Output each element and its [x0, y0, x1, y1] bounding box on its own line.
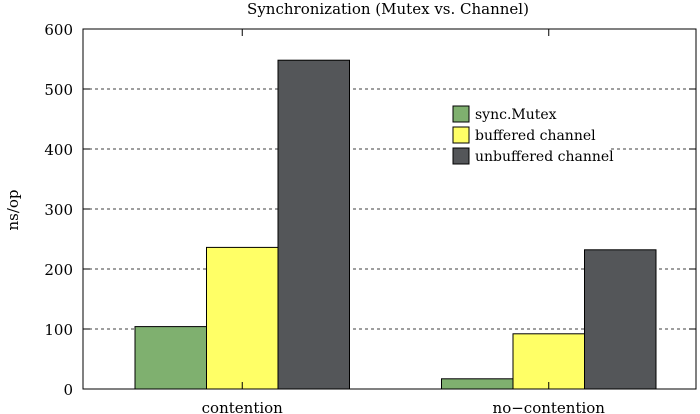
y-tick-label: 600 — [44, 21, 73, 39]
legend-background — [446, 103, 611, 169]
x-tick-label: no−contention — [493, 399, 606, 414]
bar — [584, 249, 657, 390]
legend-swatch — [452, 105, 470, 123]
bar — [206, 246, 279, 390]
legend: sync.Mutex buffered channel unbuffered cha… — [446, 103, 614, 169]
y-tick-label: 400 — [44, 141, 73, 159]
y-axis-label: ns/op — [4, 189, 22, 230]
bar — [512, 333, 585, 390]
bar — [277, 59, 350, 390]
bar — [441, 378, 514, 390]
y-tick-label: 0 — [63, 381, 73, 399]
y-tick-label: 300 — [44, 201, 73, 219]
y-tick-label: 500 — [44, 81, 73, 99]
legend-label: buffered channel — [475, 128, 596, 144]
x-axis-ticks: contention no−contention — [202, 29, 606, 414]
y-tick-label: 100 — [44, 321, 73, 339]
bars — [134, 59, 657, 390]
legend-swatch — [452, 147, 470, 165]
legend-label: sync.Mutex — [475, 107, 557, 123]
bar — [134, 326, 207, 390]
y-tick-label: 200 — [44, 261, 73, 279]
legend-swatch — [452, 126, 470, 144]
chart-title: Synchronization (Mutex vs. Channel) — [247, 0, 529, 18]
y-axis-ticks: 0 100 200 300 400 500 600 — [44, 21, 696, 399]
legend-label: unbuffered channel — [475, 149, 614, 165]
x-tick-label: contention — [202, 399, 284, 414]
